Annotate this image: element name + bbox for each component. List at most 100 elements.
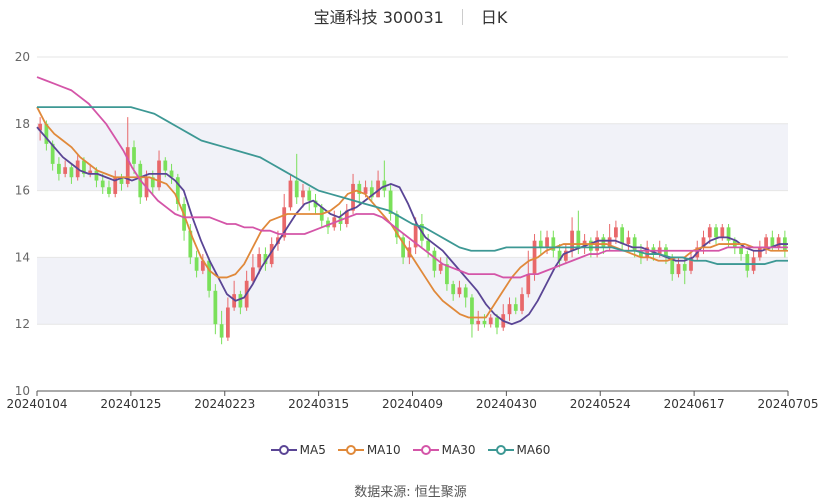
candle-body (563, 250, 568, 261)
candle-body (150, 177, 155, 188)
candle-body (100, 180, 105, 188)
candle-body (488, 317, 493, 325)
candle-body (107, 187, 111, 194)
y-tick-label: 20 (15, 50, 30, 64)
candle-body (369, 187, 374, 198)
legend-marker (487, 445, 514, 455)
candle-body (620, 227, 625, 245)
legend-label: MA10 (366, 443, 401, 457)
candle-body (401, 237, 405, 258)
candle-body (169, 170, 174, 178)
candle-body (476, 320, 481, 325)
candle-body (445, 264, 449, 285)
candle-body (664, 247, 668, 258)
y-tick-label: 10 (15, 384, 30, 398)
candle-body (426, 240, 431, 251)
candle-body (388, 190, 393, 214)
candle-body (576, 230, 581, 248)
stock-name: 宝通科技 300031 (313, 8, 444, 27)
candle-body (764, 237, 768, 248)
candle-body (714, 227, 718, 238)
candle-body (301, 190, 305, 198)
series-line-ma10 (36, 106, 788, 319)
candle-body (119, 177, 124, 184)
candle-body (194, 257, 199, 271)
candle-body (632, 237, 637, 251)
candle-body (238, 294, 243, 308)
candle-body (307, 190, 312, 201)
y-tick-label: 16 (15, 184, 30, 198)
period-toggle[interactable]: 日K (480, 8, 508, 27)
candle-body (570, 230, 574, 251)
candlestick-chart: 10 12 14 16 18 20 20240104 20240125 20240223 2024… (6, 50, 818, 411)
candle-body (438, 264, 443, 271)
candle-body (50, 143, 55, 164)
candle-body (357, 183, 362, 194)
source-label: 数据来源: (354, 485, 411, 500)
series-line-ma30 (36, 76, 788, 279)
title-separator (461, 9, 463, 25)
candle-body (294, 180, 299, 198)
candle-body (739, 247, 743, 255)
x-tick-label: 20240705 (757, 397, 818, 411)
x-tick-label: 20240430 (476, 397, 537, 411)
candle-body (682, 264, 687, 271)
candle-body (720, 227, 725, 238)
x-tick-label: 20240223 (194, 397, 255, 411)
legend-item-ma10[interactable]: MA10 (337, 443, 401, 457)
candle-body (645, 247, 650, 258)
data-source: 数据来源: 恒生聚源 (0, 481, 821, 500)
candle-body (551, 237, 556, 251)
grid-band (37, 257, 788, 325)
candle-body (69, 167, 74, 178)
candle-body (545, 237, 549, 248)
candle-body (257, 254, 262, 268)
grid-band (37, 123, 788, 191)
source-value: 恒生聚源 (414, 485, 467, 500)
candle-body (513, 304, 518, 311)
candle-body (207, 260, 211, 291)
chart-title: 宝通科技 300031 日K (0, 4, 821, 28)
legend-marker (270, 445, 297, 455)
candle-body (776, 237, 781, 248)
candle-body (363, 187, 368, 194)
legend-item-ma60[interactable]: MA60 (487, 443, 550, 457)
candle-body (495, 317, 499, 328)
candle-body (269, 244, 274, 265)
candle-body (626, 237, 631, 245)
candle-body (557, 250, 562, 261)
legend-item-ma30[interactable]: MA30 (412, 443, 476, 457)
candle-body (463, 287, 468, 298)
candle-body (313, 200, 318, 208)
candle-body (470, 297, 474, 325)
candle-body (282, 207, 287, 238)
candle-body (413, 224, 418, 248)
legend: MA5 MA10 MA30 MA60 (0, 443, 821, 457)
candle-body (707, 227, 712, 238)
x-tick-label: 20240409 (382, 397, 443, 411)
legend-item-ma5[interactable]: MA5 (270, 443, 326, 457)
legend-marker (412, 445, 439, 455)
candle-body (213, 290, 218, 325)
candle-body (607, 237, 612, 248)
candle-body (482, 320, 487, 325)
candle-body (770, 237, 775, 248)
candle-body (701, 237, 706, 248)
candle-body (689, 257, 693, 271)
candle-body (57, 163, 61, 174)
y-tick-label: 12 (15, 317, 30, 331)
candle-body (38, 123, 43, 131)
candle-body (132, 147, 136, 164)
candle-body (432, 250, 437, 271)
candle-body (507, 304, 512, 315)
y-tick-label: 18 (15, 117, 30, 131)
candle-body (726, 227, 731, 241)
candle-body (351, 183, 355, 211)
candle-body (113, 177, 118, 194)
legend-label: MA5 (299, 443, 326, 457)
y-tick-label: 14 (15, 250, 30, 264)
candle-body (251, 267, 255, 281)
candle-body (457, 287, 462, 295)
legend-label: MA30 (441, 443, 476, 457)
candle-body (526, 274, 531, 295)
